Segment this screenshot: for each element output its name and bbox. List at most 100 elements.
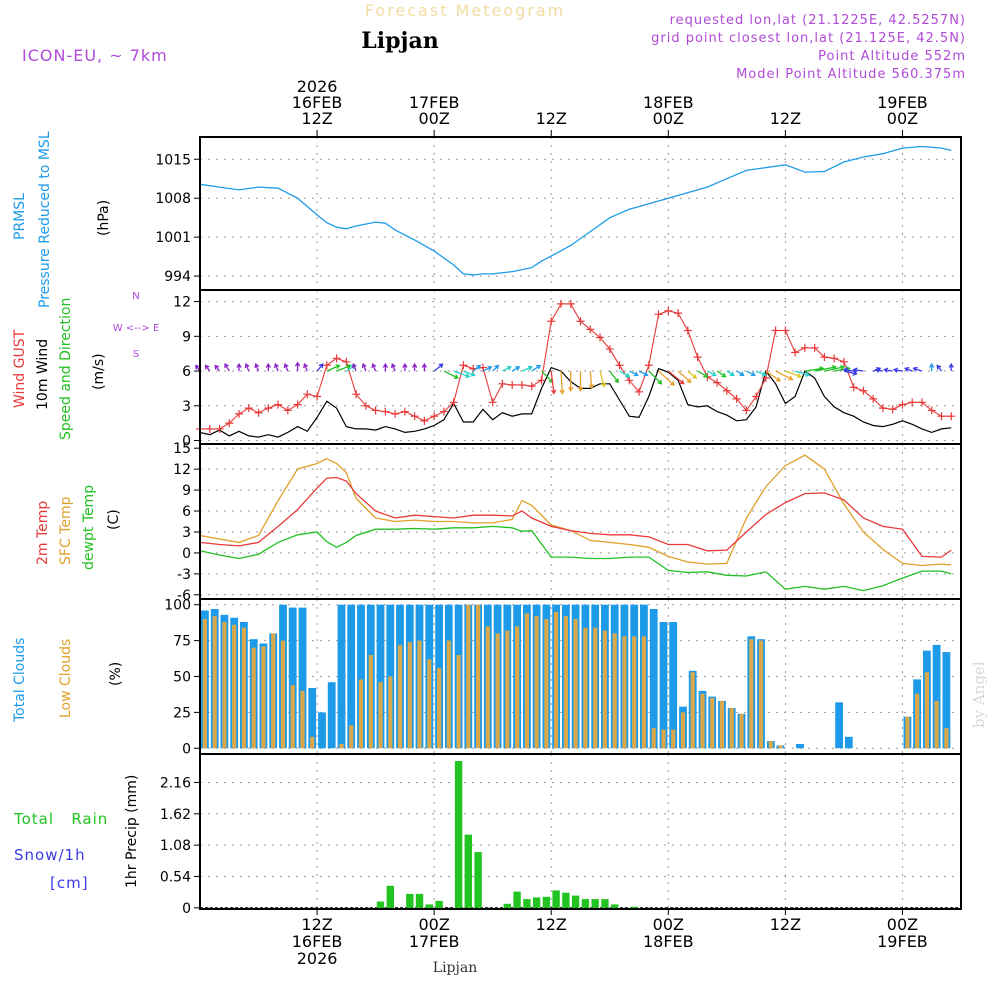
pressure-line: [199, 145, 952, 276]
cloud-unit: (%): [108, 662, 124, 686]
gust-marker: [664, 306, 673, 315]
wind-arrow: [667, 370, 685, 385]
wind-arrow: [391, 362, 396, 372]
low-cloud-bar: [612, 633, 617, 749]
gust-marker: [322, 361, 331, 370]
low-cloud-bar: [778, 745, 783, 749]
top-time-label: 12Z: [770, 109, 801, 128]
product-title: Forecast Meteogram: [365, 1, 565, 20]
compass-west-east: W <--> E: [113, 323, 160, 334]
low-cloud-bar: [554, 611, 559, 749]
temperature-labels: 2m Temp SFC Temp dewpt Temp (C): [35, 485, 122, 570]
wind-arrow: [765, 370, 781, 382]
precipitation-panel-bg: [200, 754, 961, 909]
low-cloud-bar: [310, 736, 315, 749]
gust-marker: [615, 361, 624, 370]
gust-marker: [342, 357, 351, 366]
top-time-label: 18FEB: [643, 93, 694, 112]
temperature-ytick-label: -3: [177, 567, 191, 583]
dewpt-label: dewpt Temp: [81, 485, 97, 570]
wind-arrow: [511, 366, 521, 372]
temp2m-label: 2m Temp: [35, 501, 51, 565]
rain-bar: [454, 761, 463, 908]
low-cloud-bar: [485, 626, 490, 749]
gust-marker: [264, 404, 273, 413]
bottom-time-label: 00Z: [418, 915, 449, 934]
gust-marker: [781, 326, 790, 335]
wind-arrow: [521, 365, 533, 372]
wind-arrow: [482, 365, 493, 372]
gust-marker: [420, 416, 429, 425]
wind-arrow: [382, 362, 389, 372]
low-cloud-bar: [212, 616, 217, 749]
wind-arrow: [224, 363, 230, 372]
low-cloud-bar: [924, 672, 929, 749]
gust-marker: [225, 419, 234, 428]
gust-marker: [478, 363, 487, 372]
info-requested: requested lon,lat (21.1225E, 42.5257N): [670, 13, 966, 28]
wind-arrow: [326, 364, 341, 372]
wind-arrow: [736, 370, 745, 376]
gust-marker: [439, 407, 448, 416]
rain-bar: [523, 899, 531, 908]
wind-direction-label: Speed and Direction: [58, 298, 74, 440]
gust-marker: [674, 309, 683, 318]
wind-arrow: [629, 370, 639, 377]
low-cloud-bar: [700, 693, 705, 749]
total-cloud-bar: [337, 604, 346, 749]
low-cloud-bar: [397, 644, 403, 749]
model-label: ICON-EU, ~ 7km: [22, 46, 168, 65]
precipitation-panel-frame: [199, 753, 962, 910]
bottom-time-label: 18FEB: [643, 932, 694, 951]
wind-arrow: [658, 370, 675, 386]
wind-arrow: [443, 370, 460, 380]
wind-arrow: [273, 362, 279, 372]
low-cloud-bar: [505, 630, 510, 749]
total-cloud-bar: [844, 736, 853, 749]
wind-arrow: [874, 367, 884, 373]
total-cloud-bar: [942, 652, 951, 749]
wind-arrow: [755, 370, 768, 377]
gust-marker: [391, 409, 400, 418]
gust-marker: [313, 392, 322, 401]
gust-marker: [742, 406, 751, 415]
info-model-altitude: Model Point Altitude 560.375m: [736, 67, 966, 82]
low-cloud-bar: [905, 716, 910, 749]
wind-arrow: [412, 362, 418, 372]
total-cloud-bar: [669, 622, 678, 749]
gust-marker: [410, 412, 419, 421]
wind-arrow: [244, 362, 250, 372]
wind-arrow: [648, 370, 663, 385]
pressure-ytick-label: 1008: [155, 191, 191, 207]
gust-marker: [713, 378, 722, 387]
pressure-label-long: Pressure Reduced to MSL: [37, 131, 53, 308]
gust-marker: [449, 398, 458, 407]
wind-arrow: [677, 370, 692, 384]
low-cloud-bar: [427, 659, 432, 749]
bottom-time-label: 16FEB: [292, 932, 343, 951]
rain-bar: [562, 892, 570, 908]
gust-label: Wind GUST: [12, 329, 28, 408]
total-cloud-bar: [386, 604, 395, 749]
wind-arrow: [726, 370, 735, 376]
gust-marker: [625, 376, 634, 385]
low-cloud-bar: [388, 676, 393, 749]
gust-marker: [693, 353, 702, 362]
low-cloud-bar: [466, 604, 471, 749]
pressure-panel-bg: [200, 137, 961, 290]
gust-marker: [303, 390, 312, 399]
bottom-time-label: 12Z: [770, 915, 801, 934]
gust-marker: [381, 407, 390, 416]
wind-arrow: [550, 371, 557, 395]
low-cloud-bar: [202, 619, 207, 749]
wind-arrow: [361, 362, 367, 372]
temperature-ytick-label: 0: [182, 546, 191, 562]
pressure-ytick-label: 1015: [155, 152, 191, 168]
pressure-label-short: PRMSL: [12, 193, 28, 240]
temperature-panel-bg: [200, 444, 961, 599]
wind-arrow: [402, 362, 408, 372]
wind-unit: (m/s): [91, 353, 107, 390]
low-cloud-bar: [368, 655, 373, 749]
top-time-label: 00Z: [653, 109, 684, 128]
